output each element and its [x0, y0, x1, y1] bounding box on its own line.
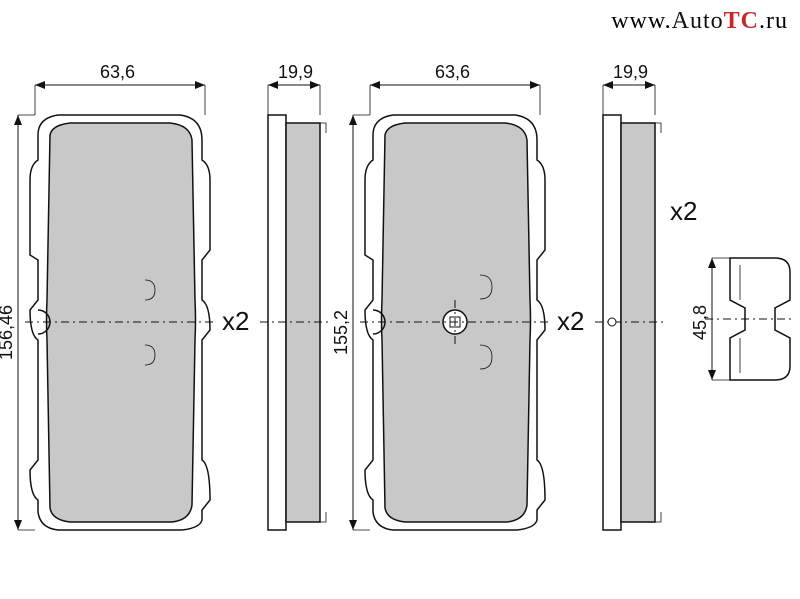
side2-group: 19,9: [595, 62, 665, 530]
clip-group: 45,8: [690, 258, 795, 380]
pad1-group: 63,6 156,46: [0, 62, 215, 530]
dim-pad1-width: 63,6: [100, 62, 135, 82]
pad2-group: 63,6 155,2: [331, 62, 550, 530]
dim-side2: 19,9: [613, 62, 648, 82]
wm-suffix: .ru: [759, 8, 788, 34]
mult-3: x2: [670, 196, 697, 226]
watermark: www.AutoTC.ru: [611, 8, 788, 35]
dim-pad1-height: 156,46: [0, 305, 16, 360]
mult-1: x2: [222, 306, 249, 336]
wm-brand2: TC: [724, 8, 759, 34]
side1-group: 19,9: [260, 62, 330, 530]
dim-pad2-height: 155,2: [331, 310, 351, 355]
dim-clip: 45,8: [690, 305, 710, 340]
wm-brand1: Auto: [672, 8, 724, 34]
mult-2: x2: [557, 306, 584, 336]
dim-pad2-width: 63,6: [435, 62, 470, 82]
dim-side1: 19,9: [278, 62, 313, 82]
diagram-canvas: 63,6 156,46 x2 19,9: [0, 0, 800, 599]
wm-prefix: www.: [611, 8, 671, 34]
